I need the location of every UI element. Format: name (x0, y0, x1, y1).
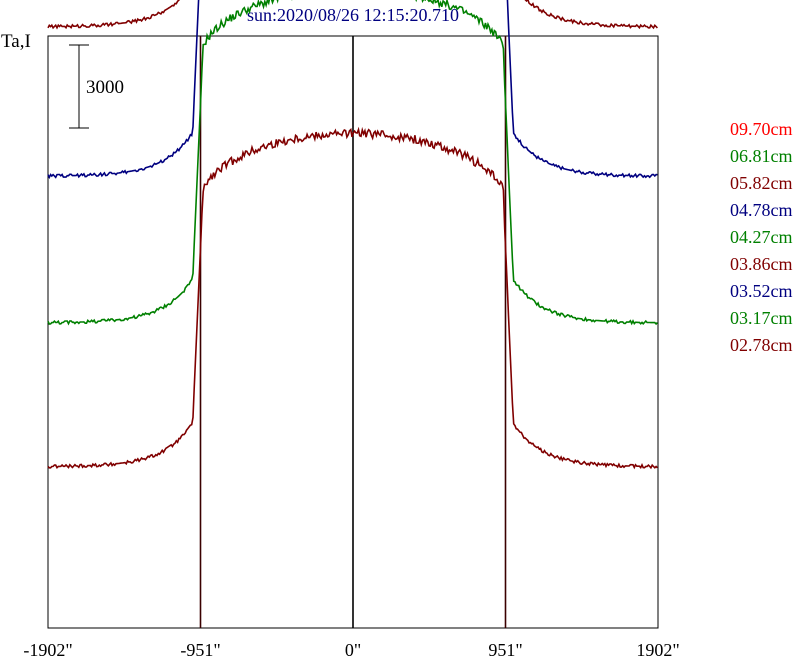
reference-lines (199, 36, 507, 628)
x-tick-label: -1902" (23, 640, 72, 660)
y-axis-label: Ta,I (1, 31, 31, 52)
scale-bar-label: 3000 (86, 77, 124, 98)
legend-entry: 04.27cm (730, 227, 793, 247)
series-line (47, 0, 658, 326)
series-line (47, 0, 658, 30)
x-tick-labels: -1902" -951" 0" 951" 1902" (23, 640, 679, 660)
legend-entry: 06.81cm (730, 146, 793, 166)
legend-entry: 02.78cm (730, 335, 793, 355)
x-tick-label: 951" (488, 640, 522, 660)
legend-entry: 05.82cm (730, 173, 793, 193)
x-tick-label: 1902" (636, 640, 679, 660)
series-line (47, 126, 658, 470)
legend: 09.70cm 06.81cm 05.82cm 04.78cm 04.27cm 03.86… (730, 119, 793, 355)
legend-entry: 03.17cm (730, 308, 793, 328)
series-group (47, 0, 658, 470)
x-tick-label: -951" (180, 640, 220, 660)
legend-entry: 09.70cm (730, 119, 793, 139)
x-tick-label: 0" (345, 640, 361, 660)
legend-entry: 03.86cm (730, 254, 793, 274)
chart-title: sun:2020/08/26 12:15:20.710 (247, 5, 459, 25)
series-line (47, 0, 658, 180)
legend-entry: 03.52cm (730, 281, 793, 301)
legend-entry: 04.78cm (730, 200, 793, 220)
scale-bar: 3000 (69, 44, 124, 129)
